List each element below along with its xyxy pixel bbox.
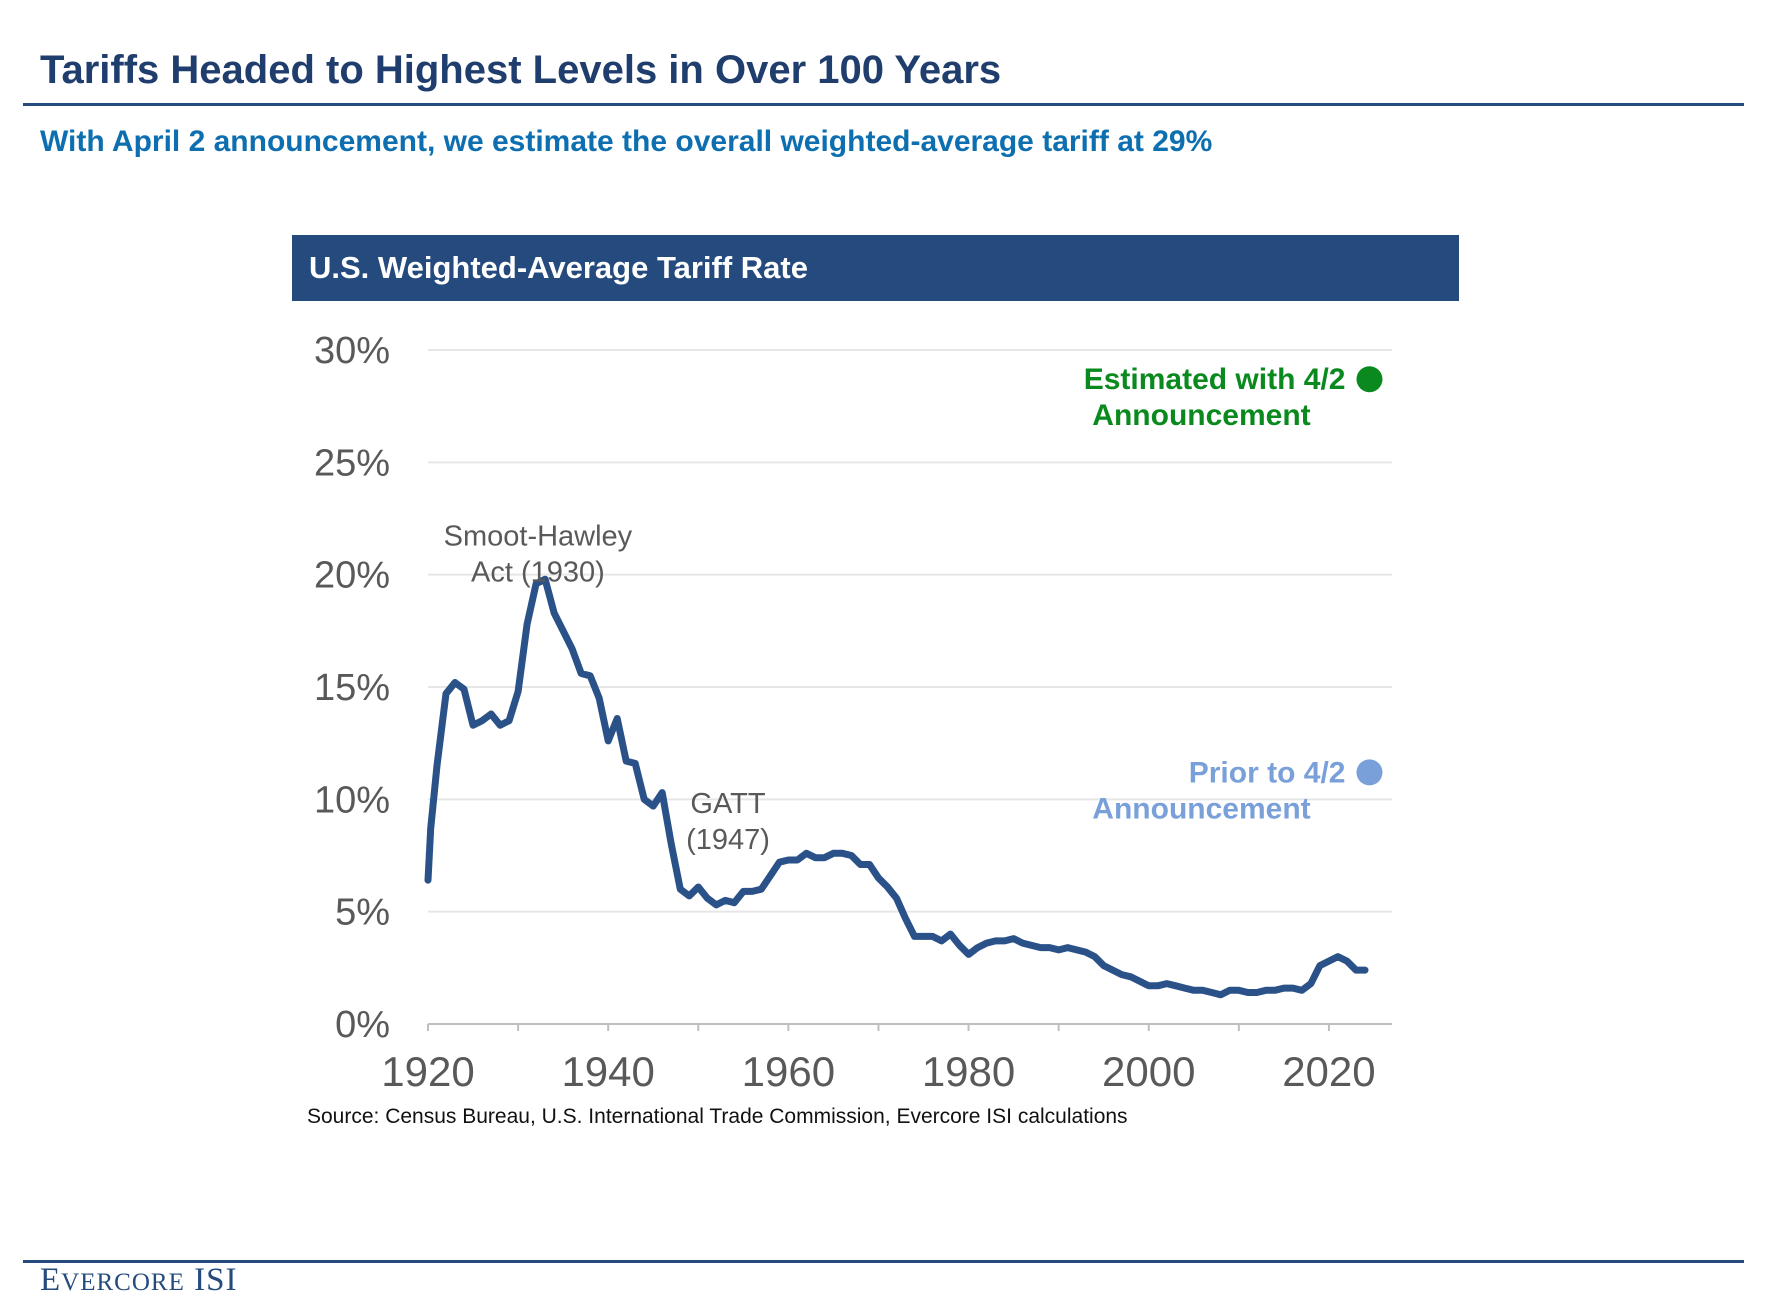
source-note: Source: Census Bureau, U.S. Internationa… <box>307 1105 1128 1128</box>
series-line-tariff-rate <box>424 575 1369 999</box>
annotation-label: (1947) <box>686 824 770 856</box>
y-tick-label: 20% <box>314 555 390 597</box>
point-label: Announcement <box>1092 792 1310 825</box>
footer-divider <box>23 1260 1744 1263</box>
point-label: Announcement <box>1092 399 1310 432</box>
highlight-point <box>1356 366 1383 393</box>
y-tick-label: 5% <box>335 892 390 934</box>
title-divider <box>23 103 1744 106</box>
x-tick-label: 2020 <box>1282 1048 1375 1095</box>
highlight-point <box>1356 759 1383 786</box>
annotation-label: Act (1930) <box>471 556 605 588</box>
point-label: Prior to 4/2 <box>1189 756 1346 789</box>
evercore-isi-logo: EVERCORE ISI <box>40 1262 237 1299</box>
y-tick-label: 25% <box>314 442 390 484</box>
x-tick-label: 2000 <box>1102 1048 1195 1095</box>
logo-initial: E <box>40 1262 62 1298</box>
y-tick-label: 0% <box>335 1004 390 1046</box>
logo-rest: VERCORE <box>61 1269 185 1296</box>
x-tick-label: 1980 <box>922 1048 1015 1095</box>
x-tick-label: 1920 <box>381 1048 474 1095</box>
chart-header: U.S. Weighted-Average Tariff Rate <box>292 235 1459 301</box>
y-tick-label: 15% <box>314 667 390 709</box>
page-title: Tariffs Headed to Highest Levels in Over… <box>40 48 1002 92</box>
x-tick-label: 1940 <box>561 1048 654 1095</box>
logo-suffix: ISI <box>194 1262 238 1298</box>
x-tick-label: 1960 <box>742 1048 835 1095</box>
y-tick-label: 10% <box>314 779 390 821</box>
y-tick-label: 30% <box>314 330 390 372</box>
point-label: Estimated with 4/2 <box>1084 363 1346 396</box>
page-subtitle: With April 2 announcement, we estimate t… <box>40 125 1213 158</box>
annotation-label: Smoot-Hawley <box>444 520 633 552</box>
annotation-label: GATT <box>690 788 765 820</box>
